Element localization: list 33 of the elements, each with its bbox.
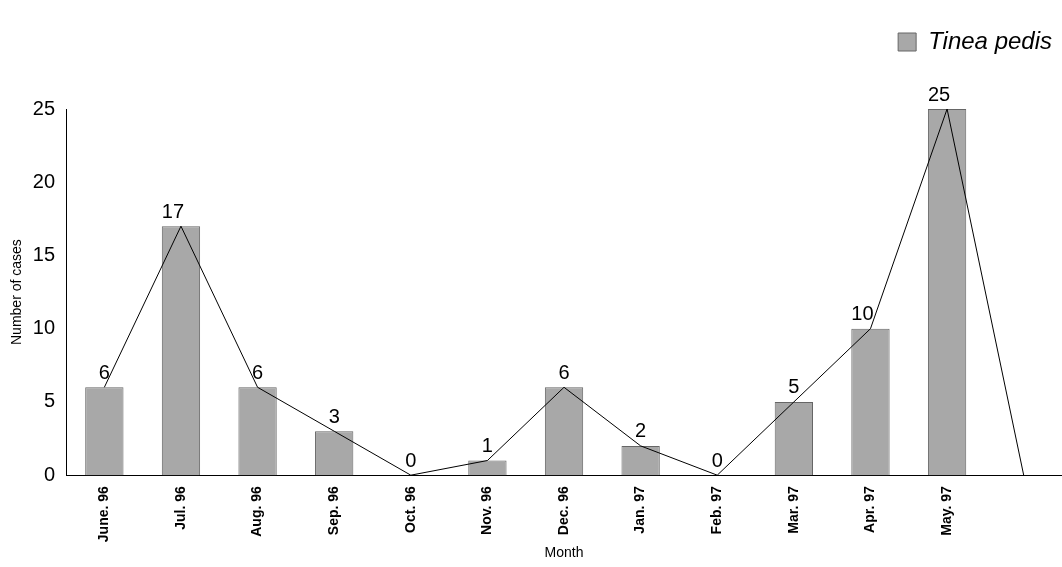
data-label: 2: [635, 419, 647, 442]
x-tick-label: Jul. 96: [171, 485, 188, 530]
data-label: 1: [481, 434, 493, 457]
y-tick-label: 5: [43, 389, 56, 412]
legend-label: Tinea pedis: [928, 26, 1053, 54]
x-tick-label: Feb. 97: [708, 485, 725, 535]
data-label: 0: [711, 448, 723, 471]
data-label: 6: [98, 360, 110, 383]
data-label: 17: [161, 199, 185, 222]
x-tick-label: Oct. 96: [401, 485, 418, 533]
y-tick-label: 20: [32, 169, 56, 192]
y-tick-label: 15: [32, 242, 56, 265]
x-tick-label: Apr. 97: [861, 485, 878, 533]
x-tick-label: Dec. 96: [554, 485, 571, 536]
y-tick-label: 25: [32, 96, 56, 119]
x-axis-title: Month: [544, 544, 584, 561]
data-label: 25: [927, 82, 951, 105]
y-tick-label: 0: [43, 462, 56, 485]
data-label: 5: [788, 375, 800, 398]
data-label: 10: [851, 302, 874, 325]
y-axis-title: Number of cases: [8, 239, 25, 345]
data-label: 3: [328, 404, 340, 427]
x-tick-label: Mar. 97: [784, 485, 801, 534]
x-tick-label: Nov. 96: [478, 485, 495, 535]
data-label: 6: [558, 360, 570, 383]
x-tick-label: Aug. 96: [248, 485, 265, 537]
x-tick-label: May. 97: [937, 485, 954, 536]
data-label: 6: [252, 360, 264, 383]
y-tick-label: 10: [32, 316, 56, 339]
x-tick-label: June. 96: [95, 485, 112, 543]
x-tick-label: Sep. 96: [325, 485, 342, 536]
data-label: 0: [405, 448, 417, 471]
x-tick-label: Jan. 97: [631, 485, 648, 534]
